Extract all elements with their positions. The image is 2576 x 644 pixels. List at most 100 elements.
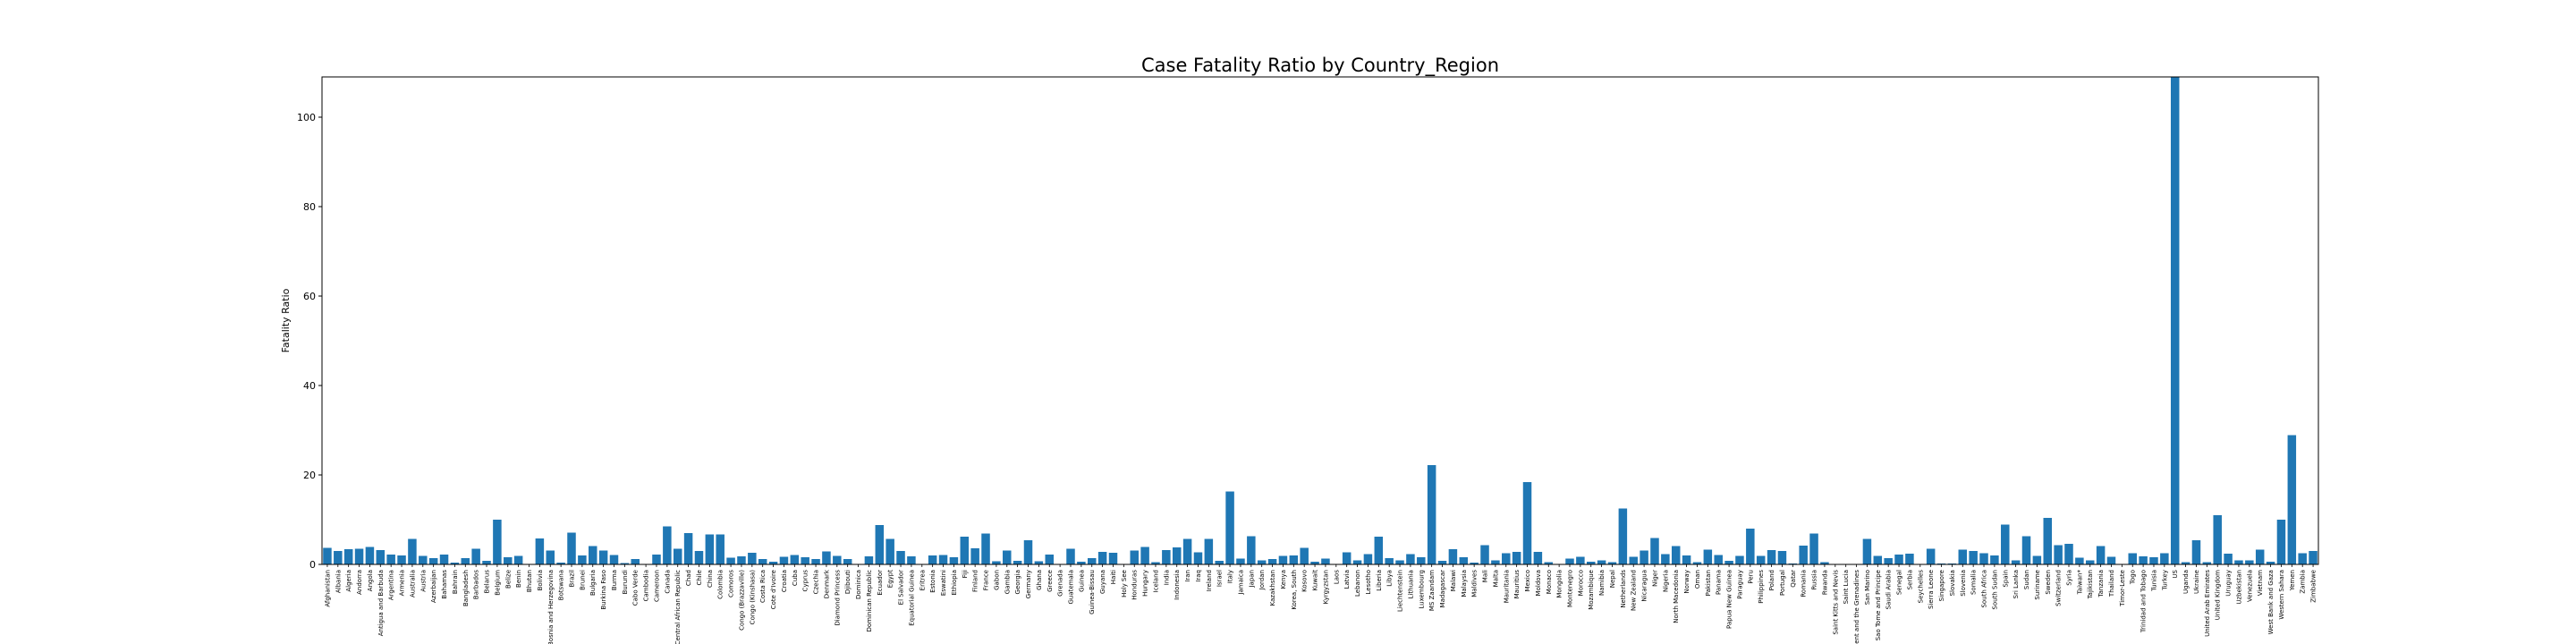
bar-148: [1894, 555, 1903, 564]
bar-92: [1300, 547, 1309, 564]
bar-12: [450, 563, 460, 564]
bar-162: [2043, 518, 2053, 564]
bar-161: [2032, 555, 2042, 564]
bar-55: [907, 556, 916, 564]
x-tick-label-114: Moldova: [1535, 570, 1542, 596]
x-tick-label-135: Philippines: [1758, 570, 1765, 604]
x-tick-label-4: Angola: [367, 570, 374, 591]
x-tick-label-22: Botswana: [558, 570, 565, 600]
bar-172: [2149, 557, 2158, 564]
bar-103: [1417, 557, 1426, 564]
bar-20: [535, 538, 545, 564]
x-tick-label-98: Lesotho: [1365, 570, 1372, 594]
x-tick-label-51: Dominican Republic: [866, 570, 873, 632]
x-tick-label-90: Kenya: [1280, 570, 1287, 589]
bar-107: [1459, 557, 1469, 564]
x-tick-label-75: Holy See: [1121, 570, 1128, 597]
x-tick-label-40: Congo (Kinshasa): [749, 570, 756, 625]
y-tick-label-0: 0: [309, 559, 316, 571]
bar-0: [323, 547, 332, 564]
bar-76: [1130, 550, 1139, 564]
bar-129: [1692, 562, 1702, 564]
x-tick-label-95: Laos: [1333, 570, 1340, 584]
x-tick-label-36: China: [707, 570, 714, 588]
x-tick-label-15: Belarus: [484, 570, 491, 594]
bar-41: [758, 559, 767, 564]
x-axis-ticks: Afghanistan Albania Algeria Andorra Angola An…: [324, 564, 2318, 644]
bar-31: [652, 555, 661, 564]
bar-170: [2128, 553, 2137, 564]
bar-5: [376, 550, 386, 564]
x-tick-label-34: Chad: [685, 570, 692, 586]
x-tick-label-168: Thailand: [2108, 570, 2115, 597]
x-tick-label-2: Algeria: [345, 570, 352, 592]
x-tick-label-166: Tajikistan: [2087, 570, 2094, 599]
x-tick-label-162: Sweden: [2045, 570, 2052, 595]
x-tick-label-94: Kyrgyzstan: [1322, 570, 1329, 604]
y-axis-ticks: 0 20 40 60 80 100: [297, 112, 322, 571]
x-tick-label-32: Canada: [664, 570, 671, 594]
x-tick-label-72: Guinea-Bissau: [1089, 570, 1096, 614]
x-tick-label-154: Slovenia: [1960, 570, 1967, 597]
x-tick-label-115: Monaco: [1546, 570, 1553, 594]
x-tick-label-125: Niger: [1651, 570, 1658, 587]
bar-73: [1097, 552, 1107, 564]
bar-115: [1544, 562, 1554, 564]
y-tick-label-2: 40: [303, 380, 316, 392]
bar-173: [2160, 553, 2169, 564]
bar-104: [1427, 465, 1436, 564]
bar-63: [992, 561, 1001, 564]
bar-101: [1395, 560, 1404, 564]
x-tick-label-25: Bulgaria: [589, 570, 597, 596]
bar-53: [886, 538, 894, 564]
bar-118: [1576, 556, 1585, 564]
x-tick-label-143: Saint Lucia: [1843, 570, 1850, 604]
bar-122: [1618, 508, 1628, 564]
bar-90: [1278, 555, 1288, 564]
bar-98: [1363, 554, 1373, 564]
bar-22: [556, 563, 565, 564]
bar-58: [938, 555, 948, 564]
bar-112: [1512, 552, 1521, 564]
x-tick-label-85: Italy: [1227, 570, 1234, 583]
x-tick-label-24: Brunei: [579, 570, 586, 590]
bar-17: [504, 557, 513, 564]
x-tick-label-160: Sudan: [2023, 570, 2030, 589]
bar-24: [578, 555, 587, 564]
x-tick-label-136: Poland: [1768, 570, 1775, 590]
bar-155: [1969, 551, 1978, 564]
x-tick-label-29: Cabo Verde: [632, 570, 640, 606]
x-tick-label-174: US: [2172, 569, 2179, 578]
bar-111: [1502, 553, 1511, 564]
x-tick-label-49: Djibouti: [844, 570, 852, 594]
x-tick-label-81: Iran: [1184, 570, 1191, 582]
x-tick-label-69: Grenada: [1057, 570, 1064, 597]
x-tick-label-176: Ukraine: [2193, 570, 2200, 594]
bar-39: [737, 556, 746, 564]
x-tick-label-148: Senegal: [1896, 570, 1903, 595]
x-tick-label-152: Singapore: [1938, 570, 1945, 601]
bar-96: [1342, 552, 1352, 564]
bar-79: [1162, 550, 1171, 564]
x-tick-label-105: Madagascar: [1439, 570, 1446, 608]
bar-29: [631, 559, 640, 564]
x-tick-label-126: Nigeria: [1662, 570, 1669, 592]
x-tick-label-79: India: [1163, 570, 1170, 585]
y-tick-label-1: 20: [303, 470, 316, 481]
x-tick-label-127: North Macedonia: [1673, 570, 1680, 623]
x-tick-label-58: Eswatini: [940, 570, 947, 596]
bar-80: [1172, 547, 1182, 564]
x-tick-label-20: Bolivia: [537, 570, 544, 590]
bar-174: [2170, 77, 2180, 564]
x-tick-label-12: Bahrain: [452, 570, 459, 594]
bar-178: [2213, 515, 2222, 564]
bar-42: [768, 562, 778, 564]
bar-67: [1034, 561, 1044, 564]
bar-179: [2224, 554, 2233, 564]
bar-25: [589, 546, 597, 564]
x-tick-label-70: Guatemala: [1068, 570, 1075, 605]
x-tick-label-140: Russia: [1811, 570, 1818, 590]
bar-62: [981, 533, 990, 564]
x-tick-label-74: Haiti: [1110, 570, 1117, 584]
x-tick-label-102: Lithuania: [1407, 570, 1414, 598]
